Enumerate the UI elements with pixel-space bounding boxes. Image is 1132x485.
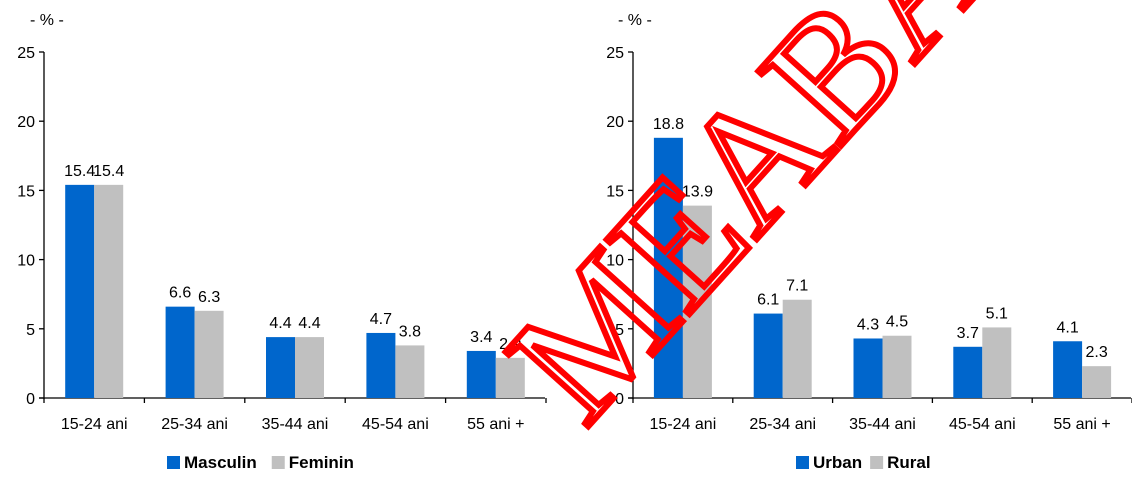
bar-urban (753, 313, 783, 398)
x-tick-label: 45-54 ani (362, 416, 429, 433)
y-tick-label: 10 (17, 253, 35, 270)
unit-label: - % - (618, 12, 652, 29)
bar-urban (953, 346, 983, 398)
bar-feminin (295, 337, 324, 398)
data-label: 6.1 (757, 292, 779, 309)
data-label: 3.8 (399, 323, 421, 340)
unit-label: - % - (30, 12, 64, 29)
x-tick-label: 45-54 ani (949, 416, 1016, 433)
y-tick-label: 10 (606, 253, 624, 270)
y-tick-label: 15 (606, 183, 624, 200)
bar-feminin (94, 184, 124, 398)
bar-urban (1053, 341, 1083, 398)
x-tick-label: 55 ani + (467, 416, 524, 433)
x-tick-label: 15-24 ani (650, 416, 717, 433)
bar-masculin (165, 306, 195, 398)
y-tick-label: 15 (17, 183, 35, 200)
legend-swatch-masculin (167, 456, 180, 469)
data-label: 4.4 (298, 315, 320, 332)
data-label: 13.9 (682, 184, 713, 201)
x-tick-label: 15-24 ani (61, 416, 128, 433)
data-label: 4.3 (857, 316, 879, 333)
y-tick-label: 0 (26, 391, 35, 408)
legend-swatch-feminin (271, 456, 285, 469)
bar-rural (1082, 366, 1112, 398)
data-label: 6.6 (169, 285, 191, 302)
legend-swatch-urban (796, 456, 809, 469)
data-label: 15.4 (93, 163, 124, 180)
y-tick-label: 5 (26, 322, 35, 339)
data-label: 4.1 (1056, 319, 1078, 336)
x-tick-label: 55 ani + (1053, 416, 1110, 433)
bar-feminin (395, 345, 425, 398)
data-label: 3.4 (470, 329, 492, 346)
x-tick-label: 25-34 ani (749, 416, 816, 433)
y-tick-label: 25 (606, 45, 624, 62)
x-tick-label: 35-44 ani (262, 416, 329, 433)
y-tick-label: 20 (606, 114, 624, 131)
data-label: 15.4 (64, 163, 95, 180)
data-label: 2.9 (499, 336, 521, 353)
bar-feminin (194, 310, 224, 398)
y-tick-label: 25 (17, 45, 35, 62)
bar-masculin (65, 184, 95, 398)
data-label: 3.7 (957, 325, 979, 342)
bar-urban (653, 137, 683, 399)
legend-label-urban: Urban (813, 453, 862, 472)
data-label: 4.5 (886, 314, 908, 331)
legend-label-masculin: Masculin (184, 453, 257, 472)
bar-rural (782, 299, 812, 398)
x-tick-label: 35-44 ani (849, 416, 916, 433)
bar-feminin (495, 357, 525, 398)
legend-label-rural: Rural (887, 453, 930, 472)
bar-rural (682, 205, 712, 398)
y-tick-label: 0 (615, 391, 624, 408)
bar-rural (882, 335, 912, 398)
y-tick-label: 5 (615, 322, 624, 339)
bar-urban (853, 338, 883, 398)
legend-swatch-rural (870, 456, 884, 469)
data-label: 2.3 (1085, 344, 1107, 361)
data-label: 6.3 (198, 289, 220, 306)
y-tick-label: 20 (17, 114, 35, 131)
bar-masculin (466, 350, 496, 398)
bar-rural (982, 327, 1012, 398)
bar-masculin (266, 337, 295, 398)
data-label: 7.1 (786, 278, 808, 295)
data-label: 4.4 (269, 315, 291, 332)
x-tick-label: 25-34 ani (161, 416, 228, 433)
legend-label-feminin: Feminin (289, 453, 354, 472)
data-label: 18.8 (653, 116, 684, 133)
bar-masculin (366, 332, 396, 398)
data-label: 5.1 (986, 305, 1008, 322)
data-label: 4.7 (370, 311, 392, 328)
